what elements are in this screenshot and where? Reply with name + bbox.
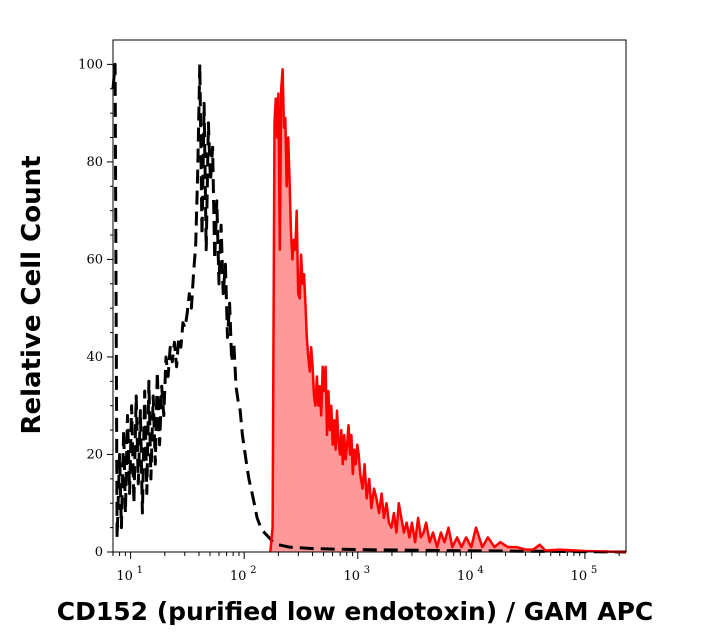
x-tick-exponent: 3: [364, 565, 370, 576]
y-tick-label: 40: [86, 350, 103, 365]
x-tick-exponent: 4: [477, 565, 483, 576]
x-axis: 10 1 10 2 10 3 10 4 10 5: [112, 552, 620, 584]
y-tick-label: 100: [78, 57, 103, 72]
y-tick-label: 60: [86, 252, 103, 267]
plot-frame: [112, 39, 627, 553]
x-tick-label: 10: [571, 569, 588, 584]
series-1-fill: [270, 69, 626, 553]
x-tick-label: 10: [343, 569, 360, 584]
y-tick-label: 0: [95, 545, 103, 560]
y-axis: 0 20 40 60 80 100: [78, 57, 113, 560]
x-tick-label: 10: [116, 569, 133, 584]
x-tick-exponent: 5: [591, 565, 597, 576]
x-tick-label: 10: [230, 569, 247, 584]
x-axis-title: CD152 (purified low endotoxin) / GAM APC: [57, 597, 654, 626]
x-tick-exponent: 1: [137, 565, 143, 576]
plot-area: [111, 62, 627, 554]
y-tick-label: 20: [86, 447, 103, 462]
x-tick-label: 10: [457, 569, 474, 584]
x-tick-exponent: 2: [250, 565, 256, 576]
y-tick-label: 80: [86, 155, 103, 170]
series-1-line: [269, 68, 627, 554]
y-axis-title: Relative Cell Count: [17, 155, 47, 434]
series-0-line: [111, 62, 627, 554]
